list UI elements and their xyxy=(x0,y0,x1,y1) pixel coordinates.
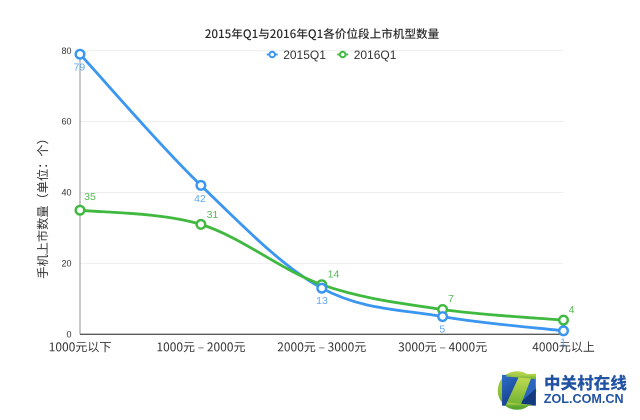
svg-text:14: 14 xyxy=(328,268,340,280)
svg-text:0: 0 xyxy=(66,330,71,340)
svg-text:79: 79 xyxy=(74,61,86,73)
svg-text:4: 4 xyxy=(569,304,575,316)
svg-text:80: 80 xyxy=(61,46,71,56)
svg-text:42: 42 xyxy=(194,193,206,205)
svg-text:35: 35 xyxy=(84,191,96,203)
svg-text:13: 13 xyxy=(316,295,328,307)
svg-text:40: 40 xyxy=(61,188,71,198)
svg-text:2016Q1: 2016Q1 xyxy=(354,48,397,62)
svg-text:2015Q1: 2015Q1 xyxy=(283,48,326,62)
svg-text:20: 20 xyxy=(61,259,71,269)
svg-text:1: 1 xyxy=(560,336,566,348)
svg-text:5: 5 xyxy=(439,323,445,335)
svg-text:7: 7 xyxy=(448,293,454,305)
svg-text:ZOL.COM.CN: ZOL.COM.CN xyxy=(544,392,624,406)
svg-text:60: 60 xyxy=(61,117,71,127)
svg-text:31: 31 xyxy=(207,209,219,221)
